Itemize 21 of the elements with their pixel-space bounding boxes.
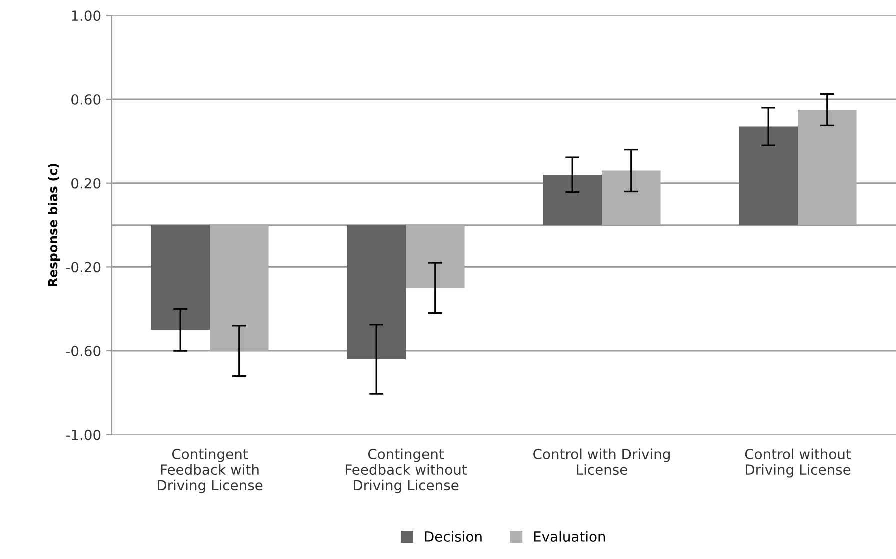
y-axis-title: Response bias (c): [48, 164, 60, 286]
bar: [151, 225, 210, 330]
y-tick-label: 1.00: [72, 10, 101, 22]
x-tick-label: Contingent Feedback with Driving License: [158, 448, 263, 494]
y-tick-label: 0.60: [72, 94, 101, 105]
legend-label: Evaluation: [534, 531, 606, 542]
legend-label: Decision: [425, 531, 482, 542]
y-tick-label: -0.60: [66, 346, 101, 357]
bar: [798, 110, 857, 226]
x-tick-label: Control with Driving License: [534, 448, 670, 476]
bar: [406, 225, 465, 288]
x-tick-label: Control without Driving License: [745, 448, 852, 478]
y-tick-label: -1.00: [66, 430, 101, 440]
bar: [543, 174, 602, 226]
bar: [347, 225, 406, 360]
x-tick-label: Contingent Feedback without Driving License: [346, 448, 468, 494]
bar: [210, 225, 269, 352]
bar: [739, 126, 798, 226]
y-tick-label: -0.20: [66, 262, 101, 273]
y-tick-label: 0.20: [72, 178, 101, 189]
bar: [602, 170, 661, 226]
